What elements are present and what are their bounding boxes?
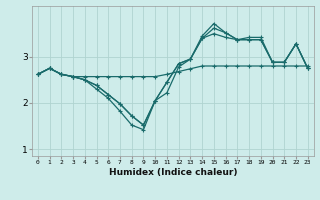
X-axis label: Humidex (Indice chaleur): Humidex (Indice chaleur) [108, 168, 237, 177]
